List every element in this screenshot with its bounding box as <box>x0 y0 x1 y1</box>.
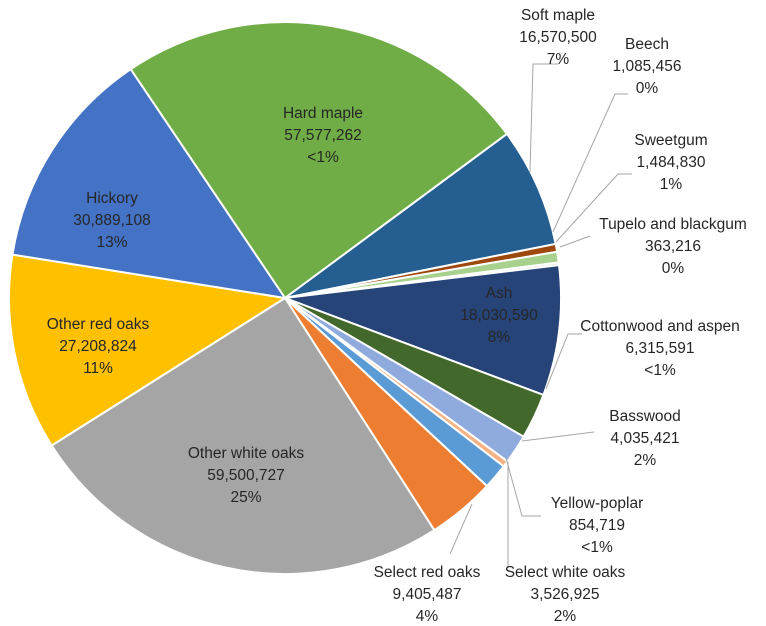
label-value-hickory: 30,889,108 <box>73 212 151 229</box>
label-pct-select-red-oaks: 4% <box>416 608 439 625</box>
pie-slice-other-white-oaks <box>50 296 436 575</box>
label-pct-other-red-oaks: 11% <box>83 360 113 377</box>
label-name-tupelo-and-blackgum: Tupelo and blackgum <box>599 216 747 233</box>
label-name-beech: Beech <box>625 36 669 53</box>
label-value-cottonwood-and-aspen: 6,315,591 <box>626 340 695 357</box>
label-value-yellow-poplar: 854,719 <box>569 517 625 534</box>
label-name-select-white-oaks: Select white oaks <box>505 564 626 581</box>
label-value-basswood: 4,035,421 <box>611 430 680 447</box>
label-pct-soft-maple: 7% <box>547 51 570 68</box>
label-pct-sweetgum: 1% <box>660 176 683 193</box>
label-pct-hard-maple: <1% <box>307 149 339 166</box>
label-pct-cottonwood-and-aspen: <1% <box>644 362 676 379</box>
label-pct-ash: 8% <box>488 329 511 346</box>
leader-line-select-red-oaks <box>449 503 473 555</box>
label-pct-basswood: 2% <box>634 452 657 469</box>
label-name-sweetgum: Sweetgum <box>634 132 707 149</box>
data-label-hickory: Hickory 30,889,108 13% <box>73 190 151 251</box>
label-name-ash: Ash <box>486 285 513 302</box>
label-value-select-red-oaks: 9,405,487 <box>393 586 462 603</box>
label-pct-select-white-oaks: 2% <box>554 608 577 625</box>
pie-slices <box>8 21 562 575</box>
leader-line-beech <box>552 93 628 233</box>
data-label-ash: Ash 18,030,590 8% <box>460 285 538 346</box>
data-label-tupelo-and-blackgum: Tupelo and blackgum 363,216 0% <box>599 216 747 277</box>
label-pct-yellow-poplar: <1% <box>581 539 613 556</box>
data-label-other-red-oaks: Other red oaks 27,208,824 11% <box>47 316 150 377</box>
label-name-cottonwood-and-aspen: Cottonwood and aspen <box>580 318 739 335</box>
data-label-hard-maple: Hard maple 57,577,262 <1% <box>283 105 363 166</box>
label-name-hard-maple: Hard maple <box>283 105 363 122</box>
data-label-select-white-oaks: Select white oaks 3,526,925 2% <box>505 564 626 625</box>
data-label-cottonwood-and-aspen: Cottonwood and aspen 6,315,591 <1% <box>580 318 739 379</box>
leader-line-tupelo-and-blackgum <box>559 235 591 248</box>
label-name-hickory: Hickory <box>86 190 138 207</box>
data-label-soft-maple: Soft maple 16,570,500 7% <box>519 7 597 68</box>
leader-lines <box>449 63 632 568</box>
label-pct-tupelo-and-blackgum: 0% <box>662 260 685 277</box>
pie-slice-ash <box>284 264 562 397</box>
label-value-soft-maple: 16,570,500 <box>519 29 597 46</box>
data-label-yellow-poplar: Yellow-poplar 854,719 <1% <box>551 495 644 556</box>
label-name-other-white-oaks: Other white oaks <box>188 445 305 462</box>
label-value-hard-maple: 57,577,262 <box>284 127 362 144</box>
label-name-soft-maple: Soft maple <box>521 7 595 24</box>
leader-line-cottonwood-and-aspen <box>545 333 582 390</box>
label-value-tupelo-and-blackgum: 363,216 <box>645 238 701 255</box>
label-name-basswood: Basswood <box>609 408 681 425</box>
leader-line-soft-maple <box>529 63 558 173</box>
label-pct-beech: 0% <box>636 80 659 97</box>
label-value-beech: 1,085,456 <box>613 58 682 75</box>
label-name-select-red-oaks: Select red oaks <box>374 564 481 581</box>
label-value-other-white-oaks: 59,500,727 <box>207 467 285 484</box>
pie-slice-hard-maple <box>129 21 509 300</box>
label-pct-other-white-oaks: 25% <box>230 489 261 506</box>
data-labels: Hard maple 57,577,262 <1% Soft maple 16,570,… <box>47 7 747 625</box>
label-value-select-white-oaks: 3,526,925 <box>531 586 600 603</box>
label-value-ash: 18,030,590 <box>460 307 538 324</box>
leader-line-yellow-poplar <box>505 457 541 517</box>
data-label-basswood: Basswood 4,035,421 2% <box>609 408 681 469</box>
pie-slice-other-red-oaks <box>8 253 288 447</box>
label-value-other-red-oaks: 27,208,824 <box>59 338 137 355</box>
label-value-sweetgum: 1,484,830 <box>637 154 706 171</box>
label-name-yellow-poplar: Yellow-poplar <box>551 495 644 512</box>
label-pct-hickory: 13% <box>96 234 127 251</box>
label-name-other-red-oaks: Other red oaks <box>47 316 150 333</box>
data-label-other-white-oaks: Other white oaks 59,500,727 25% <box>188 445 305 506</box>
data-label-sweetgum: Sweetgum 1,484,830 1% <box>634 132 707 193</box>
pie-slice-hickory <box>11 67 288 300</box>
leader-line-basswood <box>521 431 595 442</box>
data-label-beech: Beech 1,085,456 0% <box>613 36 682 97</box>
data-label-select-red-oaks: Select red oaks 9,405,487 4% <box>374 564 481 625</box>
leader-line-sweetgum <box>555 173 632 243</box>
